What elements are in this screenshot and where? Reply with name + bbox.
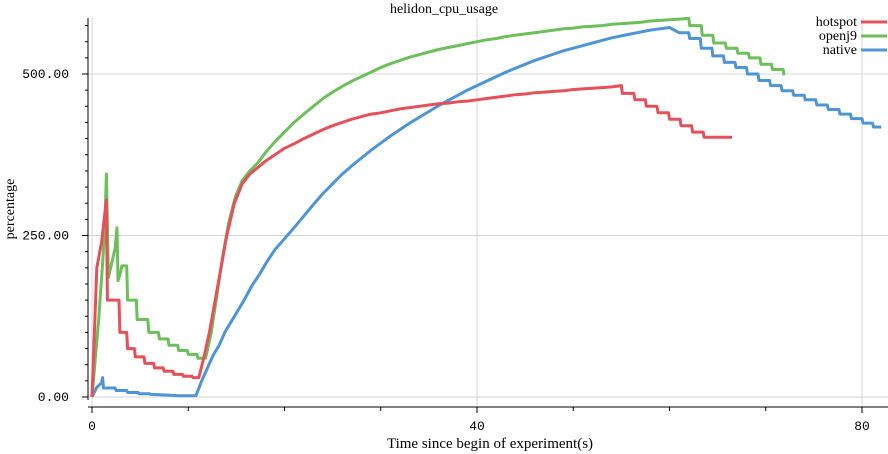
x-tick-label: 40 <box>469 419 485 434</box>
series-line-native <box>90 26 882 398</box>
x-tick-label: 0 <box>88 419 96 434</box>
series-line-hotspot <box>90 84 733 398</box>
y-tick-label: 500.00 <box>22 67 69 82</box>
x-axis-label: Time since begin of experiment(s) <box>387 436 593 452</box>
legend-label-hotspot: hotspot <box>816 15 857 30</box>
x-tick-label: 80 <box>854 419 870 434</box>
y-axis-label: percentage <box>3 179 18 240</box>
legend-label-openj9: openj9 <box>819 29 857 44</box>
legend-label-native: native <box>823 43 857 58</box>
series <box>90 16 882 398</box>
grid <box>88 18 888 407</box>
y-tick-label: 0.00 <box>38 390 69 405</box>
ticks: 0.00 250.00 500.00 0 40 80 <box>22 25 870 434</box>
axes <box>87 18 888 408</box>
series-line-openj9 <box>90 16 786 398</box>
y-tick-label: 250.00 <box>22 229 69 244</box>
chart-title: helidon_cpu_usage <box>390 2 498 17</box>
